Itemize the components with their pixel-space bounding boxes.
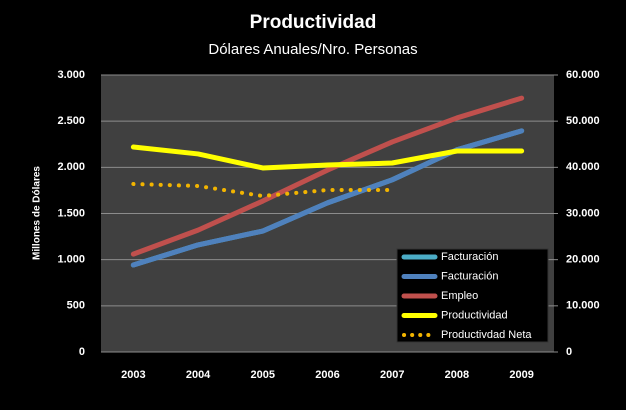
y2-tick-label: 0: [566, 346, 572, 358]
legend-label: Facturación: [441, 251, 498, 263]
y-axis-label: Millones de Dólares: [32, 166, 43, 260]
y2-tick-label: 40.000: [566, 161, 600, 173]
chart-title: Productividad: [250, 12, 377, 33]
x-tick-label: 2004: [186, 369, 211, 381]
legend-label: Productividad: [441, 309, 508, 321]
y-tick-label: 1.000: [57, 254, 85, 266]
x-tick-label: 2005: [251, 369, 275, 381]
legend-label: Empleo: [441, 290, 478, 302]
y-tick-label: 0: [79, 346, 85, 358]
y2-tick-label: 50.000: [566, 115, 600, 127]
x-tick-label: 2003: [121, 369, 145, 381]
y-tick-label: 3.000: [57, 69, 85, 81]
y2-tick-label: 10.000: [566, 300, 600, 312]
legend-label: Productivdad Neta: [441, 329, 532, 341]
series-line: [131, 181, 395, 199]
x-tick-label: 2008: [445, 369, 469, 381]
y-tick-label: 500: [67, 300, 85, 312]
x-tick-label: 2007: [380, 369, 404, 381]
series-line: [130, 95, 525, 257]
y2-tick-label: 60.000: [566, 69, 600, 81]
x-tick-label: 2009: [509, 369, 533, 381]
y2-tick-label: 30.000: [566, 207, 600, 219]
x-tick-label: 2006: [315, 369, 339, 381]
y-tick-label: 1.500: [57, 207, 85, 219]
y-tick-label: 2.000: [57, 161, 85, 173]
legend-label: Facturación: [441, 270, 498, 282]
series-line: [130, 144, 525, 171]
y2-tick-label: 20.000: [566, 254, 600, 266]
chart-subtitle: Dólares Anuales/Nro. Personas: [208, 41, 417, 58]
y-tick-label: 2.500: [57, 115, 85, 127]
